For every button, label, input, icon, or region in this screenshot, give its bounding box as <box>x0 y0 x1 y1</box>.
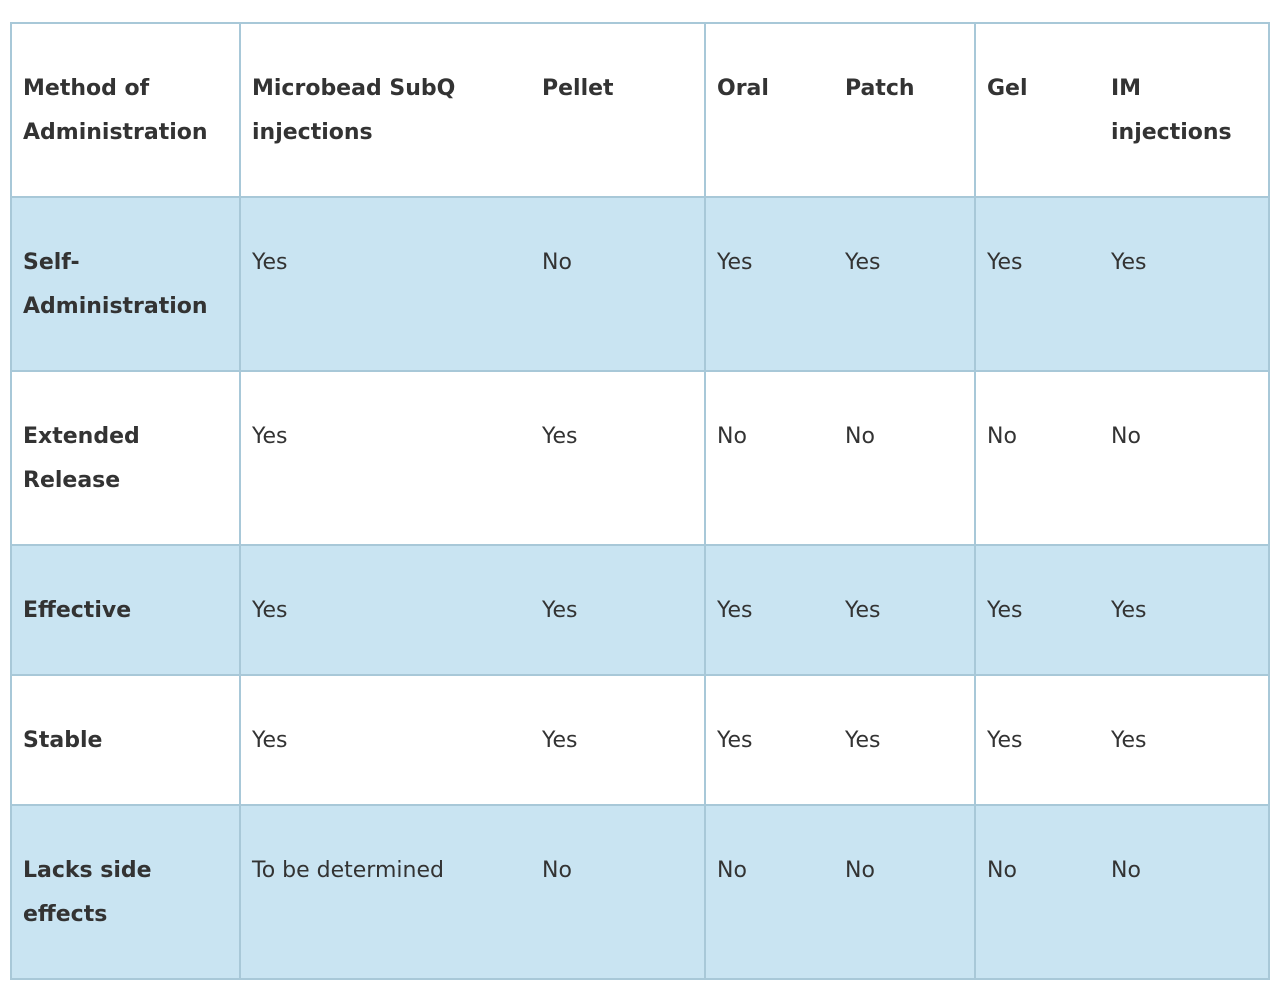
row-label: Self-Administration <box>10 196 240 372</box>
column-header: Microbead SubQ injections <box>239 22 531 198</box>
table-cell: No <box>974 804 1100 980</box>
table-cell: Yes <box>834 196 975 372</box>
table-cell: No <box>531 196 705 372</box>
table-cell: Yes <box>531 370 705 546</box>
table-row: Self-Administration Yes No Yes Yes Yes Yes <box>10 196 1270 372</box>
table-cell: Yes <box>239 370 531 546</box>
table-cell: No <box>704 804 834 980</box>
row-label: Lacks side effects <box>10 804 240 980</box>
table-cell: Yes <box>531 544 705 676</box>
table-row: Stable Yes Yes Yes Yes Yes Yes <box>10 674 1270 806</box>
column-header: Gel <box>974 22 1100 198</box>
table-cell: No <box>834 804 975 980</box>
table-row: Lacks side effects To be determined No No No… <box>10 804 1270 980</box>
table-row: Effective Yes Yes Yes Yes Yes Yes <box>10 544 1270 676</box>
table-cell: Yes <box>974 196 1100 372</box>
table-cell: Yes <box>704 674 834 806</box>
row-label: Stable <box>10 674 240 806</box>
table-cell: No <box>1100 370 1270 546</box>
table-cell: Yes <box>1100 674 1270 806</box>
table-cell: Yes <box>704 544 834 676</box>
table-cell: Yes <box>1100 544 1270 676</box>
column-header: Method of Administration <box>10 22 240 198</box>
table-cell: Yes <box>239 544 531 676</box>
table-cell: Yes <box>974 674 1100 806</box>
table-cell: Yes <box>834 674 975 806</box>
table-cell: No <box>704 370 834 546</box>
table-cell: No <box>834 370 975 546</box>
table-cell: No <box>531 804 705 980</box>
table-cell: Yes <box>239 674 531 806</box>
column-header: Patch <box>834 22 975 198</box>
column-header: IM injections <box>1100 22 1270 198</box>
table-cell: To be determined <box>239 804 531 980</box>
row-label: Extended Release <box>10 370 240 546</box>
table-cell: Yes <box>704 196 834 372</box>
table-cell: Yes <box>1100 196 1270 372</box>
header-row: Method of Administration Microbead SubQ i… <box>10 22 1270 198</box>
table-cell: No <box>974 370 1100 546</box>
table-cell: No <box>1100 804 1270 980</box>
row-label: Effective <box>10 544 240 676</box>
table-cell: Yes <box>834 544 975 676</box>
table-cell: Yes <box>239 196 531 372</box>
comparison-table: Method of Administration Microbead SubQ i… <box>10 22 1270 980</box>
table-row: Extended Release Yes Yes No No No No <box>10 370 1270 546</box>
table-cell: Yes <box>974 544 1100 676</box>
column-header: Pellet <box>531 22 705 198</box>
table-cell: Yes <box>531 674 705 806</box>
column-header: Oral <box>704 22 834 198</box>
